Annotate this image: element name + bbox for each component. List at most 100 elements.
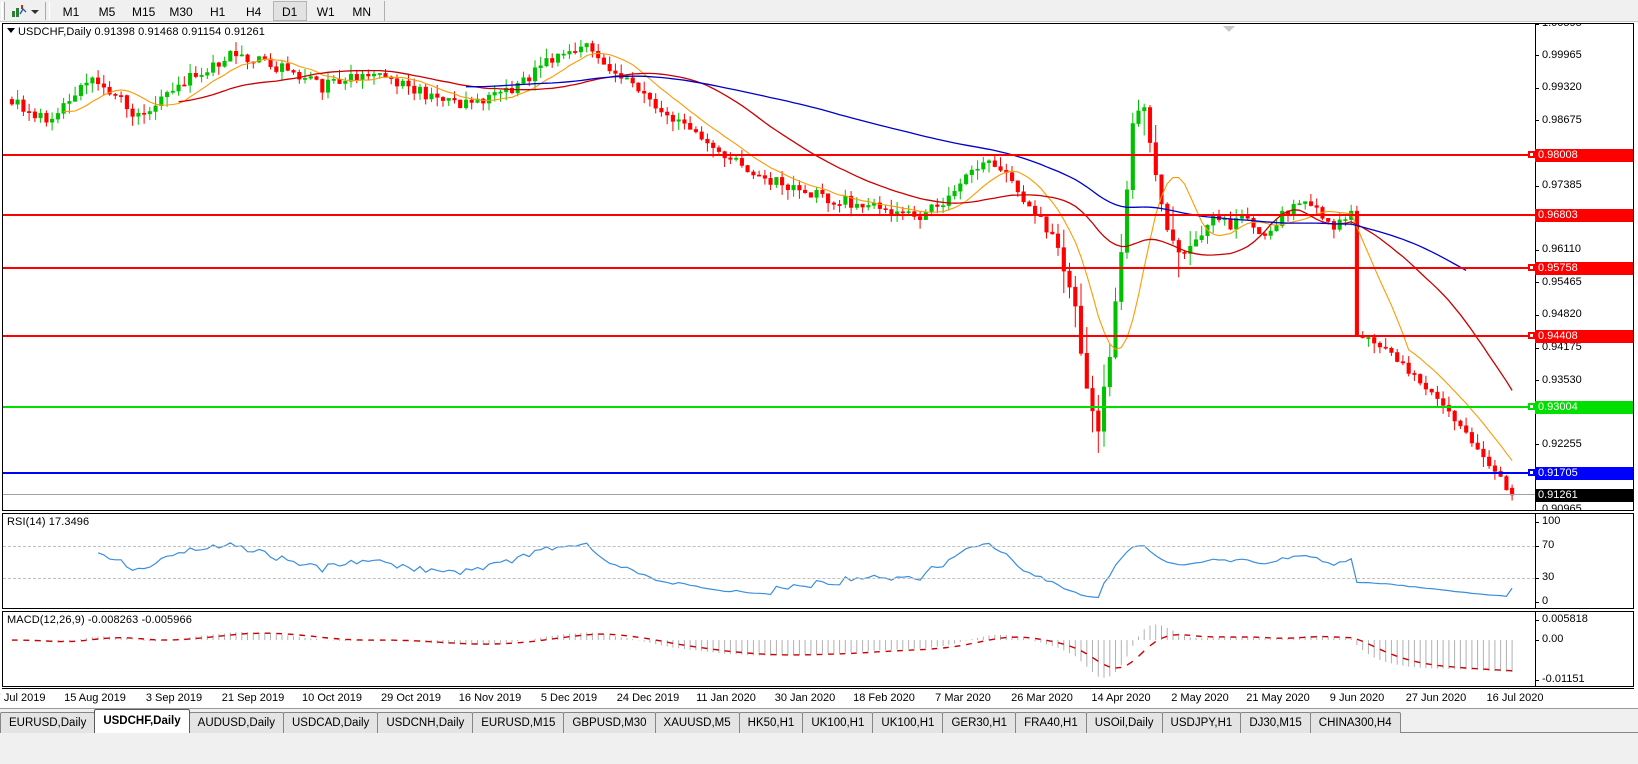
- chart-tab-xauusd-m5[interactable]: XAUUSD,M5: [654, 712, 740, 733]
- chart-window-tabbar: EURUSD,Daily USDCHF,Daily AUDUSD,Daily USDC…: [0, 708, 1638, 764]
- level-line-resistance[interactable]: [3, 214, 1535, 217]
- toolbar-drag-handle[interactable]: [1, 1, 7, 20]
- price-tick: 0.92255: [1535, 438, 1633, 450]
- level-price-tag-target[interactable]: 0.91705: [1535, 466, 1633, 480]
- chart-tab-eurusd-daily[interactable]: EURUSD,Daily: [0, 712, 96, 733]
- date-tick-label: 24 Dec 2019: [616, 692, 680, 704]
- level-line-resistance[interactable]: [3, 335, 1535, 338]
- collapse-triangle-icon[interactable]: [7, 28, 15, 33]
- level-handle-resistance[interactable]: [1528, 150, 1535, 158]
- date-tick-label: 14 Apr 2020: [1091, 692, 1151, 704]
- chart-tab-fra40-h1[interactable]: FRA40,H1: [1015, 712, 1087, 733]
- price-tick-label: 0.94820: [1542, 308, 1582, 321]
- timeframe-button-group: M1 M5 M15 M30 H1 H4 D1 W1 MN: [53, 0, 380, 21]
- timeframe-button-m30[interactable]: M30: [169, 4, 193, 19]
- macd-histogram-svg: [11, 624, 1513, 678]
- price-plot-area[interactable]: [3, 24, 1535, 510]
- chart-tab-usdcad-daily[interactable]: USDCAD,Daily: [282, 712, 379, 733]
- price-tick: 0.98675: [1535, 114, 1633, 126]
- price-tick: 0.99320: [1535, 81, 1633, 93]
- main-toolbar: M1 M5 M15 M30 H1 H4 D1 W1 MN: [0, 0, 1638, 22]
- chart-tab-china300-h4[interactable]: CHINA300,H4: [1309, 712, 1401, 733]
- level-price-tag-resistance[interactable]: 0.95758: [1535, 262, 1633, 276]
- price-tick-label: 0.99320: [1542, 81, 1582, 94]
- date-tick-label: 21 May 2020: [1246, 692, 1310, 704]
- timeframe-button-m1[interactable]: M1: [62, 4, 80, 19]
- level-line-resistance[interactable]: [3, 153, 1535, 156]
- chart-tab-ger30-h1[interactable]: GER30,H1: [942, 712, 1017, 733]
- rsi-tick: 70: [1535, 539, 1633, 551]
- chart-type-dropdown-arrow-icon[interactable]: [29, 3, 40, 19]
- chart-tab-audusd-daily[interactable]: AUDUSD,Daily: [188, 712, 284, 733]
- timeframe-button-w1[interactable]: W1: [316, 4, 335, 19]
- chart-tab-usdchf-daily[interactable]: USDCHF,Daily: [94, 709, 190, 733]
- level-line-support[interactable]: [3, 406, 1535, 409]
- level-handle-support[interactable]: [1528, 403, 1535, 411]
- chart-type-group[interactable]: [9, 3, 42, 19]
- rsi-header: RSI(14) 17.3496: [7, 516, 90, 528]
- date-axis[interactable]: 27 Jul 2019 15 Aug 2019 3 Sep 2019 21 Sep 2…: [0, 688, 1634, 708]
- price-tick: 0.93530: [1535, 374, 1633, 386]
- level-line-target[interactable]: [3, 471, 1535, 474]
- price-tick: 0.99965: [1535, 49, 1633, 61]
- macd-tick-label: 0.00: [1542, 633, 1564, 646]
- date-tick-label: 18 Feb 2020: [853, 692, 915, 704]
- timeframe-button-m5[interactable]: M5: [98, 4, 116, 19]
- date-tick-label: 16 Jul 2020: [1486, 692, 1544, 704]
- rsi-tick-label: 70: [1542, 539, 1555, 551]
- timeframe-button-m15[interactable]: M15: [132, 4, 156, 19]
- date-tick-label: 26 Mar 2020: [1011, 692, 1073, 704]
- chart-tab-gbpusd-m30[interactable]: GBPUSD,M30: [563, 712, 656, 733]
- chart-tab-usdjpy-h1[interactable]: USDJPY,H1: [1161, 712, 1242, 733]
- price-tick: 0.95465: [1535, 276, 1633, 288]
- chart-tab-hk50-h1[interactable]: HK50,H1: [738, 712, 804, 733]
- price-chart-panel[interactable]: USDCHF,Daily 0.91398 0.91468 0.91154 0.9…: [2, 23, 1634, 511]
- chart-tab-uk100-h1[interactable]: UK100,H1: [872, 712, 944, 733]
- date-tick-label: 30 Jan 2020: [774, 692, 836, 704]
- macd-tick: 0.005818: [1535, 613, 1633, 625]
- price-tick-label: 0.99965: [1542, 48, 1582, 61]
- level-price-tag-resistance[interactable]: 0.98008: [1535, 148, 1633, 162]
- charts-icon[interactable]: [11, 3, 29, 19]
- price-tick: 1.00595: [1535, 24, 1633, 29]
- chart-tabs: EURUSD,Daily USDCHF,Daily AUDUSD,Daily USDC…: [0, 709, 1401, 733]
- rsi-level-30: [3, 578, 1535, 579]
- date-tick-label: 3 Sep 2019: [145, 692, 203, 704]
- chart-tab-usoil-daily[interactable]: USOil,Daily: [1085, 712, 1163, 733]
- chart-tab-uk100-h1[interactable]: UK100,H1: [802, 712, 874, 733]
- rsi-panel[interactable]: RSI(14) 17.3496 100 70 30 0: [2, 513, 1634, 609]
- macd-tick-label: 0.005818: [1542, 613, 1588, 625]
- price-tick: 0.97385: [1535, 179, 1633, 191]
- timeframe-button-d1[interactable]: D1: [272, 0, 307, 21]
- macd-plot-area[interactable]: [3, 612, 1535, 686]
- level-handle-resistance[interactable]: [1528, 332, 1535, 340]
- price-tick-label: 0.90965: [1542, 503, 1582, 511]
- chart-tab-eurusd-m15[interactable]: EURUSD,M15: [472, 712, 565, 733]
- price-tick-label: 0.96110: [1542, 243, 1581, 256]
- level-line-resistance[interactable]: [3, 267, 1535, 270]
- rsi-plot-area[interactable]: [3, 514, 1535, 608]
- price-scale[interactable]: 1.00595 0.99965 0.99320 0.98675 0.97385 0.961…: [1535, 24, 1633, 510]
- price-tick: 0.90965: [1535, 503, 1582, 510]
- date-tick-label: 2 May 2020: [1171, 692, 1229, 704]
- date-tick-label: 15 Aug 2019: [64, 692, 126, 704]
- macd-panel[interactable]: MACD(12,26,9) -0.008263 -0.005966 0.0058…: [2, 611, 1634, 687]
- price-tick: 0.96110: [1535, 243, 1633, 255]
- macd-tick-label: -0.01151: [1542, 673, 1585, 685]
- toolbar-separator-right: [383, 0, 385, 21]
- timeframe-button-mn[interactable]: MN: [352, 4, 372, 19]
- timeframe-button-h4[interactable]: H4: [246, 4, 262, 19]
- level-price-tag-current-price[interactable]: 0.91261: [1535, 489, 1633, 503]
- rsi-tick: 100: [1535, 515, 1633, 527]
- level-handle-resistance[interactable]: [1528, 264, 1535, 272]
- level-price-tag-resistance[interactable]: 0.94408: [1535, 330, 1633, 344]
- chart-tab-usdcnh-daily[interactable]: USDCNH,Daily: [377, 712, 474, 733]
- rsi-line-svg: [97, 542, 1513, 599]
- timeframe-button-h1[interactable]: H1: [210, 4, 226, 19]
- level-line-current-price[interactable]: [3, 494, 1535, 496]
- chart-tab-dj30-m15[interactable]: DJ30,M15: [1240, 712, 1311, 733]
- price-tick: 0.94820: [1535, 308, 1633, 320]
- level-price-tag-support[interactable]: 0.93004: [1535, 401, 1633, 415]
- level-handle-target[interactable]: [1528, 468, 1535, 476]
- level-price-tag-resistance[interactable]: 0.96803: [1535, 209, 1633, 223]
